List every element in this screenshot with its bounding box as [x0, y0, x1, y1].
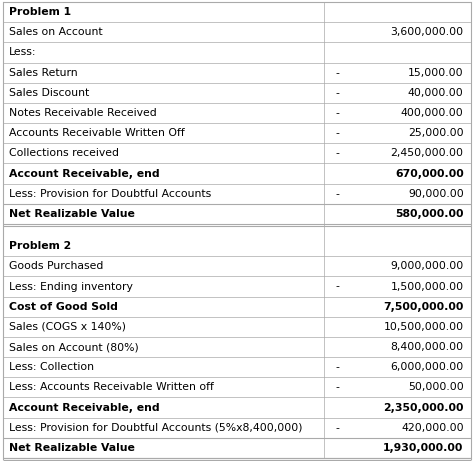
Text: -: - [336, 68, 339, 77]
Text: 50,000.00: 50,000.00 [408, 382, 464, 392]
Text: Sales on Account (80%): Sales on Account (80%) [9, 342, 139, 352]
Text: 25,000.00: 25,000.00 [408, 128, 464, 138]
Text: Notes Receivable Received: Notes Receivable Received [9, 108, 157, 118]
Text: -: - [336, 282, 339, 291]
Text: -: - [336, 189, 339, 199]
Text: Problem 1: Problem 1 [9, 7, 71, 17]
Text: -: - [336, 148, 339, 158]
Text: 90,000.00: 90,000.00 [408, 189, 464, 199]
Text: 2,350,000.00: 2,350,000.00 [383, 402, 464, 413]
Text: 420,000.00: 420,000.00 [401, 423, 464, 433]
Text: Cost of Good Sold: Cost of Good Sold [9, 301, 118, 312]
Text: 40,000.00: 40,000.00 [408, 88, 464, 98]
Text: Account Receivable, end: Account Receivable, end [9, 402, 160, 413]
Text: Goods Purchased: Goods Purchased [9, 261, 103, 272]
Text: Sales (COGS x 140%): Sales (COGS x 140%) [9, 322, 126, 332]
Text: Less:: Less: [9, 47, 36, 58]
Text: 9,000,000.00: 9,000,000.00 [391, 261, 464, 272]
Text: Net Realizable Value: Net Realizable Value [9, 443, 135, 453]
Text: 580,000.00: 580,000.00 [395, 209, 464, 219]
Text: Sales Return: Sales Return [9, 68, 78, 77]
Text: Less: Provision for Doubtful Accounts (5%x8,400,000): Less: Provision for Doubtful Accounts (5… [9, 423, 302, 433]
Text: 10,500,000.00: 10,500,000.00 [383, 322, 464, 332]
Text: -: - [336, 362, 339, 372]
Text: 3,600,000.00: 3,600,000.00 [391, 27, 464, 37]
Text: Less: Ending inventory: Less: Ending inventory [9, 282, 133, 291]
Text: 1,930,000.00: 1,930,000.00 [383, 443, 464, 453]
Text: -: - [336, 108, 339, 118]
Text: 1,500,000.00: 1,500,000.00 [391, 282, 464, 291]
Text: Less: Provision for Doubtful Accounts: Less: Provision for Doubtful Accounts [9, 189, 211, 199]
Text: Net Realizable Value: Net Realizable Value [9, 209, 135, 219]
Text: 670,000.00: 670,000.00 [395, 169, 464, 178]
Text: 400,000.00: 400,000.00 [401, 108, 464, 118]
Text: Sales Discount: Sales Discount [9, 88, 89, 98]
Text: 2,450,000.00: 2,450,000.00 [391, 148, 464, 158]
Text: -: - [336, 382, 339, 392]
Text: -: - [336, 423, 339, 433]
Text: Less: Accounts Receivable Written off: Less: Accounts Receivable Written off [9, 382, 214, 392]
Text: Less: Collection: Less: Collection [9, 362, 94, 372]
Text: Sales on Account: Sales on Account [9, 27, 103, 37]
Text: -: - [336, 88, 339, 98]
Text: 8,400,000.00: 8,400,000.00 [391, 342, 464, 352]
Text: Problem 2: Problem 2 [9, 241, 71, 251]
Text: Accounts Receivable Written Off: Accounts Receivable Written Off [9, 128, 185, 138]
Text: Account Receivable, end: Account Receivable, end [9, 169, 160, 178]
Text: 15,000.00: 15,000.00 [408, 68, 464, 77]
Text: Collections received: Collections received [9, 148, 119, 158]
Text: -: - [336, 128, 339, 138]
Text: 6,000,000.00: 6,000,000.00 [391, 362, 464, 372]
Text: 7,500,000.00: 7,500,000.00 [383, 301, 464, 312]
